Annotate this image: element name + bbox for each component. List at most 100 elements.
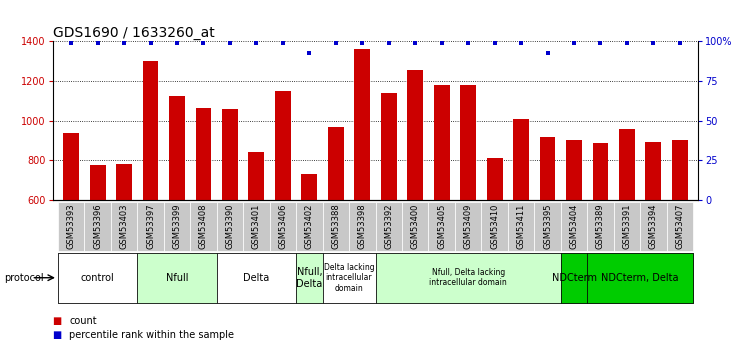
Bar — [137, 253, 217, 303]
Bar — [249, 152, 264, 200]
Text: GSM53407: GSM53407 — [675, 203, 684, 249]
Bar — [667, 201, 693, 251]
Bar — [672, 140, 688, 200]
Point — [171, 40, 183, 46]
Bar — [143, 61, 158, 200]
Text: control: control — [80, 273, 114, 283]
Text: Nfull,
Delta: Nfull, Delta — [296, 267, 322, 288]
Text: GSM53404: GSM53404 — [569, 203, 578, 249]
Point — [515, 40, 527, 46]
Bar — [428, 201, 455, 251]
Bar — [217, 201, 243, 251]
Point — [489, 40, 501, 46]
Bar — [270, 201, 296, 251]
Bar — [323, 201, 349, 251]
Bar — [455, 201, 481, 251]
Bar — [619, 129, 635, 200]
Bar — [640, 201, 667, 251]
Bar — [169, 96, 185, 200]
Point — [621, 40, 633, 46]
Point — [65, 40, 77, 46]
Bar — [481, 201, 508, 251]
Bar — [301, 174, 317, 200]
Text: count: count — [69, 316, 97, 326]
Text: GSM53394: GSM53394 — [649, 203, 658, 249]
Text: NDCterm, Delta: NDCterm, Delta — [602, 273, 679, 283]
Bar — [222, 109, 238, 200]
Bar — [593, 142, 608, 200]
Text: GSM53405: GSM53405 — [437, 203, 446, 249]
Bar — [58, 201, 84, 251]
Text: GSM53396: GSM53396 — [93, 203, 102, 249]
Text: GSM53390: GSM53390 — [225, 203, 234, 249]
Text: Delta: Delta — [243, 273, 270, 283]
Bar — [376, 253, 561, 303]
Bar — [137, 201, 164, 251]
Bar — [243, 201, 270, 251]
Bar — [164, 201, 190, 251]
Bar — [566, 140, 582, 200]
Point — [118, 40, 130, 46]
Bar — [561, 253, 587, 303]
Bar — [381, 93, 397, 200]
Text: Delta lacking
intracellular
domain: Delta lacking intracellular domain — [324, 263, 374, 293]
Text: ■: ■ — [53, 316, 62, 326]
Point — [409, 40, 421, 46]
Point — [198, 40, 210, 46]
Bar — [487, 158, 502, 200]
Point — [436, 40, 448, 46]
Bar — [561, 201, 587, 251]
Point — [144, 40, 156, 46]
Bar — [190, 201, 217, 251]
Text: percentile rank within the sample: percentile rank within the sample — [69, 330, 234, 339]
Point — [541, 50, 553, 55]
Bar — [89, 165, 105, 200]
Point — [330, 40, 342, 46]
Bar — [540, 137, 556, 200]
Text: GSM53395: GSM53395 — [543, 203, 552, 249]
Bar — [614, 201, 640, 251]
Text: Nfull: Nfull — [166, 273, 189, 283]
Bar — [534, 201, 561, 251]
Text: GSM53392: GSM53392 — [385, 203, 394, 249]
Text: NDCterm: NDCterm — [551, 273, 596, 283]
Text: GSM53408: GSM53408 — [199, 203, 208, 249]
Text: GSM53410: GSM53410 — [490, 203, 499, 249]
Text: GSM53393: GSM53393 — [67, 203, 76, 249]
Bar — [328, 127, 344, 200]
Text: GDS1690 / 1633260_at: GDS1690 / 1633260_at — [53, 26, 214, 40]
Text: GSM53399: GSM53399 — [173, 203, 182, 249]
Bar — [323, 253, 376, 303]
Bar — [63, 132, 79, 200]
Bar — [508, 201, 534, 251]
Point — [383, 40, 395, 46]
Point — [224, 40, 236, 46]
Bar — [58, 253, 137, 303]
Bar — [376, 201, 402, 251]
Bar — [646, 141, 662, 200]
Point — [92, 40, 104, 46]
Bar — [587, 201, 614, 251]
Point — [647, 40, 659, 46]
Text: GSM53400: GSM53400 — [411, 203, 420, 249]
Point — [674, 40, 686, 46]
Point — [595, 40, 607, 46]
Text: GSM53389: GSM53389 — [596, 203, 605, 249]
Bar — [402, 201, 428, 251]
Text: GSM53406: GSM53406 — [279, 203, 288, 249]
Point — [568, 40, 580, 46]
Text: GSM53403: GSM53403 — [119, 203, 128, 249]
Point — [250, 40, 262, 46]
Text: GSM53402: GSM53402 — [305, 203, 314, 249]
Text: GSM53409: GSM53409 — [463, 203, 472, 249]
Bar — [275, 91, 291, 200]
Text: GSM53388: GSM53388 — [331, 203, 340, 249]
Bar — [84, 201, 111, 251]
Text: GSM53398: GSM53398 — [357, 203, 366, 249]
Text: GSM53391: GSM53391 — [623, 203, 632, 249]
Bar — [349, 201, 376, 251]
Point — [462, 40, 474, 46]
Bar — [587, 253, 693, 303]
Text: GSM53401: GSM53401 — [252, 203, 261, 249]
Bar — [434, 85, 450, 200]
